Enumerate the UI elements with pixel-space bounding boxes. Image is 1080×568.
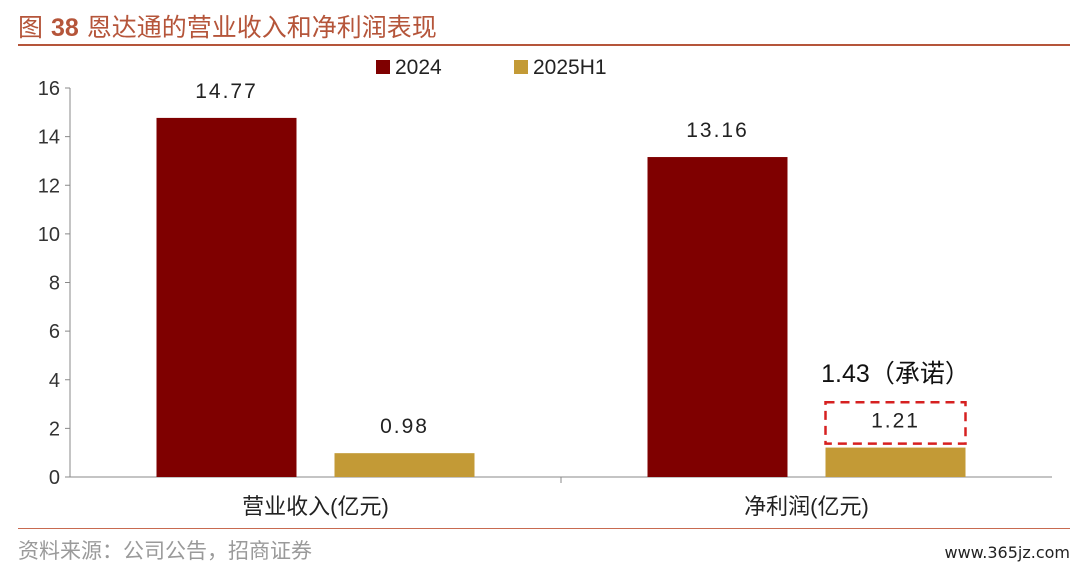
source-note: 资料来源：公司公告，招商证券: [18, 539, 312, 563]
y-tick-label: 6: [49, 321, 60, 343]
data-label: 14.77: [195, 80, 258, 103]
figure-title-text: 恩达通的营业收入和净利润表现: [86, 13, 437, 42]
y-tick-label: 14: [38, 127, 60, 149]
bar-chart: 0 2 4 6 8 10 12 14 16 营业收入(亿元) 净利润(亿元) 14.77 13.16 0…: [38, 56, 1052, 519]
bar: [825, 447, 966, 477]
bar: [156, 117, 297, 478]
watermark: www.365jz.com: [944, 543, 1070, 562]
y-tick-label: 0: [49, 467, 60, 489]
y-tick-label: 12: [38, 175, 60, 197]
y-tick-label: 8: [49, 273, 60, 295]
y-tick-label: 16: [38, 78, 60, 100]
bar: [647, 157, 788, 478]
y-tick-label: 2: [49, 418, 60, 440]
x-tick-label: 净利润(亿元): [744, 494, 869, 519]
legend-swatch: [376, 60, 390, 74]
figure-number: 38: [50, 14, 79, 42]
source-rule: [18, 528, 1070, 529]
bar: [334, 453, 475, 477]
data-label: 13.16: [686, 119, 749, 142]
title-rule: [18, 44, 1070, 46]
y-tick-label: 4: [49, 370, 60, 392]
legend-label: 2024: [395, 56, 442, 79]
x-tick-label: 营业收入(亿元): [242, 494, 389, 519]
data-label: 0.98: [380, 415, 429, 438]
chart-data-labels: 14.77 13.16 0.98 1.21: [195, 80, 920, 438]
legend-swatch: [514, 60, 528, 74]
figure-title: 图 38 恩达通的营业收入和净利润表现: [18, 8, 437, 44]
chart-annotation: 1.43（承诺）: [821, 360, 970, 445]
data-label: 1.21: [871, 410, 920, 433]
chart-bars: [156, 117, 966, 478]
y-tick-label: 10: [38, 224, 60, 246]
legend-label: 2025H1: [533, 56, 607, 79]
figure-prefix: 图: [18, 13, 44, 42]
chart-legend: 2024 2025H1: [376, 56, 607, 79]
commitment-label: 1.43（承诺）: [821, 360, 970, 388]
